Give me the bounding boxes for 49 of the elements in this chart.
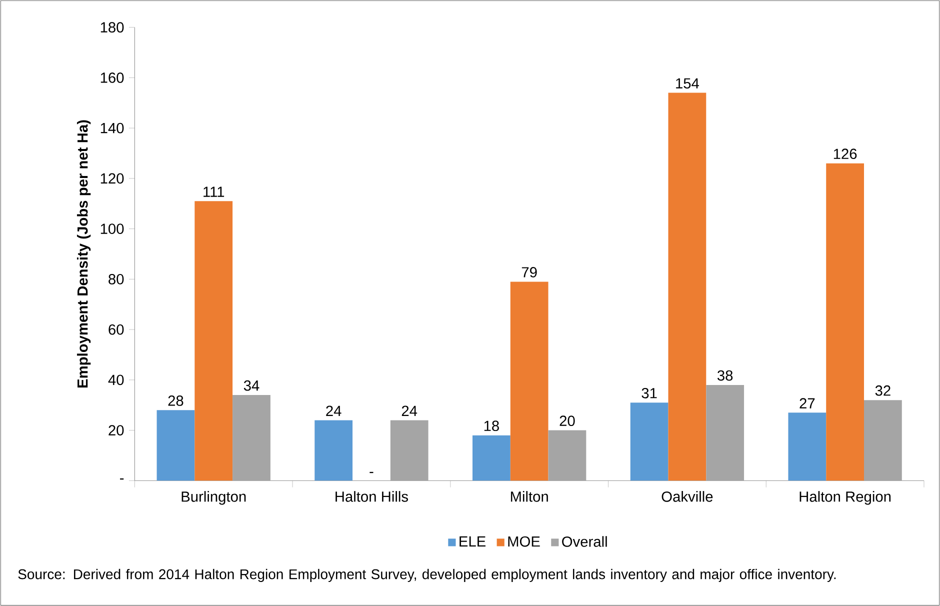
bar [194, 201, 233, 481]
data-label: 24 [326, 406, 342, 416]
y-tick-label: 120 [100, 173, 124, 184]
bar [510, 282, 548, 481]
bar [826, 163, 864, 481]
bar [232, 395, 270, 481]
y-tick-label: 60 [108, 324, 124, 335]
bar [668, 92, 706, 481]
data-label: 27 [800, 398, 815, 408]
bar [864, 400, 902, 481]
data-label: 20 [560, 416, 575, 426]
data-label: 79 [522, 267, 537, 278]
data-label: 38 [717, 370, 733, 381]
y-tick-label: 140 [100, 122, 124, 134]
x-tick-label: Milton [510, 491, 548, 502]
data-label: 31 [642, 388, 657, 398]
data-label: 24 [402, 406, 418, 416]
data-label: 18 [484, 420, 499, 432]
data-label: 111 [204, 186, 224, 197]
data-label: 126 [834, 148, 857, 160]
data-label: 28 [168, 396, 184, 406]
bar [548, 430, 586, 481]
y-tick-label: 160 [100, 72, 124, 83]
bar [314, 420, 353, 481]
bar [390, 420, 428, 481]
legend-label: Overall [562, 536, 607, 547]
legend-label: MOE [508, 536, 540, 547]
y-tick-label: 100 [100, 224, 124, 234]
data-label: 154 [676, 78, 699, 89]
bar [472, 435, 510, 481]
x-tick-label: Burlington [182, 491, 246, 505]
data-label: - [370, 472, 374, 474]
x-tick-label: Halton Hills [336, 491, 408, 502]
y-tick-label: - [120, 478, 124, 480]
x-tick-label: Oakville [662, 491, 713, 502]
y-tick-label: 20 [108, 425, 124, 436]
y-tick-label: 180 [100, 22, 124, 33]
y-axis-title: Employment Density (Jobs per net Ha) [76, 120, 91, 388]
bar [706, 384, 744, 481]
source-note: Source: Derived from 2014 Halton Region Employment Survey, developed employment lands inventory and major office inventory. [18, 568, 836, 582]
y-tick-label: 80 [108, 274, 124, 284]
bar [788, 412, 826, 481]
x-tick-label: Halton Region [800, 491, 891, 505]
data-label: 32 [875, 385, 890, 396]
bar [156, 410, 195, 481]
legend-label: ELE [460, 536, 486, 546]
bar [630, 402, 668, 481]
data-label: 34 [244, 380, 260, 391]
y-tick-label: 40 [108, 374, 124, 386]
